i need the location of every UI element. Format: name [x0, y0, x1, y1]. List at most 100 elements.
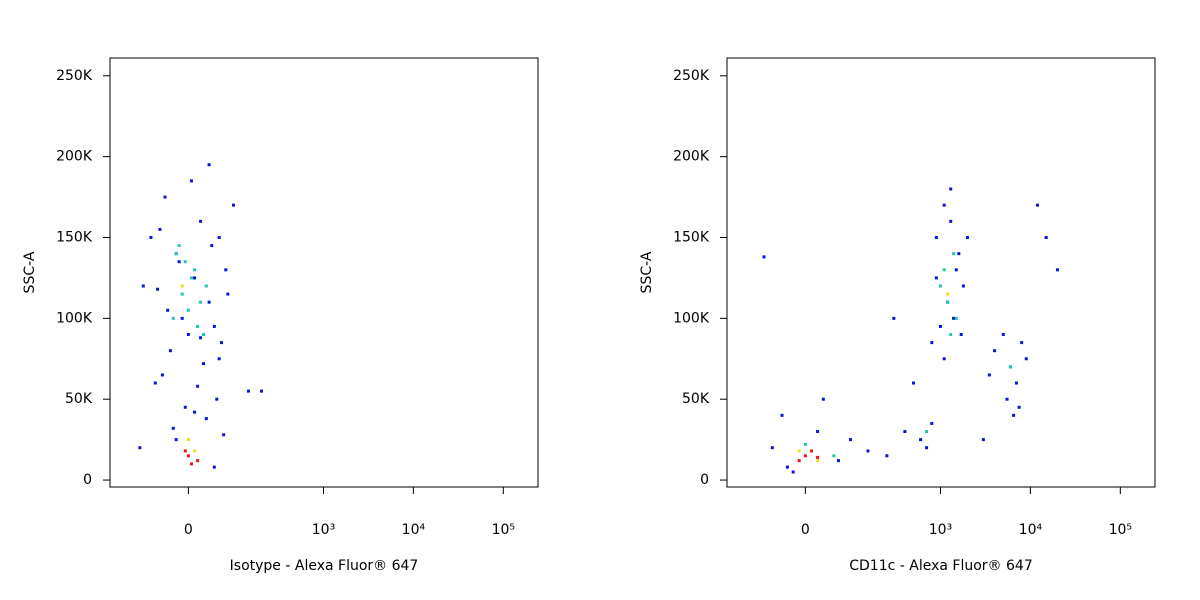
event-dot: [201, 362, 205, 366]
event-dot: [196, 459, 200, 463]
event-dot: [231, 203, 235, 207]
y-tick-label: 100K: [56, 310, 93, 326]
x-tick-label: 10³: [312, 522, 335, 538]
x-tick-label: 0: [801, 522, 810, 538]
event-dot: [925, 446, 929, 450]
event-dot: [156, 287, 160, 291]
event-dot: [160, 373, 164, 377]
event-dot: [1035, 203, 1039, 207]
event-dot: [930, 421, 934, 425]
event-dot: [180, 316, 184, 320]
event-dot: [215, 397, 219, 401]
x-tick-label: 10⁴: [402, 522, 426, 538]
event-dot: [217, 357, 221, 361]
event-dot: [949, 187, 953, 191]
event-dot: [816, 430, 820, 434]
plot-frame: [109, 57, 539, 488]
event-dot: [171, 426, 175, 430]
event-dot: [836, 459, 840, 463]
event-dot: [226, 292, 230, 296]
y-tick-label: 150K: [673, 229, 710, 245]
event-dot: [138, 446, 142, 450]
event-dot: [946, 300, 950, 304]
event-dot: [186, 333, 190, 337]
event-dot: [954, 268, 958, 272]
event-dot: [193, 449, 197, 453]
event-dot: [186, 438, 190, 442]
event-dot: [791, 470, 795, 474]
y-tick-label: 0: [83, 472, 92, 488]
x-tick-label: 0: [184, 522, 193, 538]
event-dot: [163, 195, 167, 199]
event-dot: [222, 433, 226, 437]
x-tick-label: 10⁵: [1109, 522, 1132, 538]
y-tick-label: 100K: [673, 310, 710, 326]
event-dot: [180, 284, 184, 288]
event-dot: [207, 300, 211, 304]
event-dot: [189, 179, 193, 183]
event-dot: [946, 292, 950, 296]
x-tick-label: 10⁴: [1019, 522, 1043, 538]
event-dot: [168, 349, 172, 353]
event-dot: [166, 308, 170, 312]
event-dot: [199, 336, 203, 340]
event-dot: [149, 235, 153, 239]
event-dot: [938, 324, 942, 328]
event-dot: [816, 459, 820, 463]
event-dot: [938, 284, 942, 288]
event-dot: [193, 410, 197, 414]
event-dot: [189, 276, 193, 280]
y-tick-label: 200K: [673, 149, 710, 165]
event-dot: [780, 413, 784, 417]
event-dot: [1005, 397, 1009, 401]
event-dot: [987, 373, 991, 377]
event-dot: [189, 462, 193, 466]
event-dot: [199, 219, 203, 223]
event-dot: [193, 276, 197, 280]
event-dot: [993, 349, 997, 353]
event-dot: [141, 284, 145, 288]
event-dot: [866, 449, 870, 453]
y-tick-label: 50K: [65, 391, 93, 407]
event-dot: [212, 324, 216, 328]
event-dot: [919, 438, 923, 442]
event-dot: [201, 333, 205, 337]
event-dot: [196, 384, 200, 388]
event-dot: [183, 449, 187, 453]
event-dot: [186, 308, 190, 312]
event-dot: [934, 276, 938, 280]
event-dot: [954, 316, 958, 320]
event-dot: [930, 341, 934, 345]
y-tick-label: 50K: [682, 391, 710, 407]
event-dot: [912, 381, 916, 385]
event-dot: [816, 455, 820, 459]
event-dot: [981, 438, 985, 442]
event-dot: [885, 454, 889, 458]
event-dot: [832, 454, 836, 458]
event-dot: [260, 389, 264, 393]
event-dot: [803, 442, 807, 446]
event-dot: [892, 316, 896, 320]
event-dot: [1024, 357, 1028, 361]
event-dot: [217, 235, 221, 239]
event-dot: [797, 459, 801, 463]
x-axis-label: Isotype - Alexa Fluor® 647: [230, 558, 419, 574]
event-dot: [212, 465, 216, 469]
event-dot: [246, 389, 250, 393]
event-dot: [848, 438, 852, 442]
event-dot: [180, 292, 184, 296]
event-dot: [1055, 268, 1059, 272]
event-dot: [224, 268, 228, 272]
y-tick-label: 150K: [56, 229, 93, 245]
event-dot: [762, 255, 766, 259]
y-axis-label: SSC-A: [22, 251, 38, 293]
event-dot: [803, 454, 807, 458]
event-dot: [1012, 413, 1016, 417]
event-dot: [770, 446, 774, 450]
event-dot: [186, 454, 190, 458]
event-dot: [1008, 365, 1012, 369]
event-dot: [934, 235, 938, 239]
event-dot: [196, 324, 200, 328]
event-dot: [1044, 235, 1048, 239]
